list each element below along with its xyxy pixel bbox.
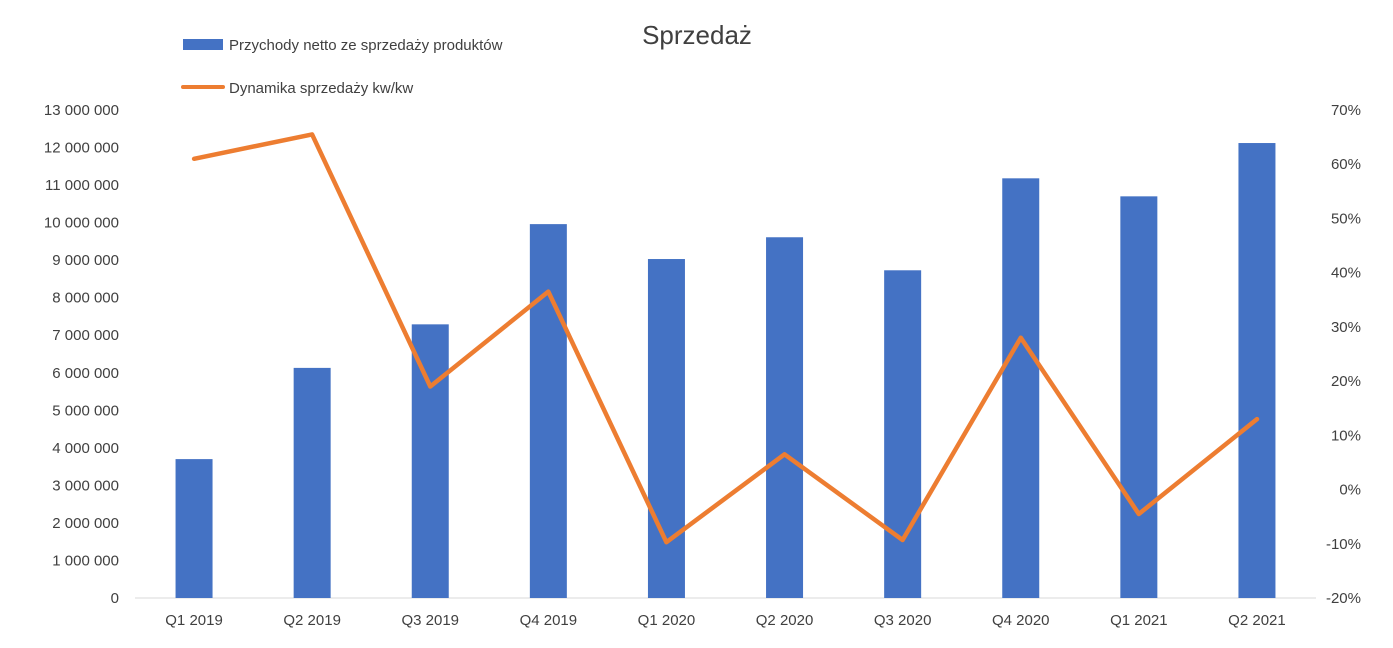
right-axis-tick-label: 40%: [1331, 265, 1361, 282]
right-axis-tick-label: 20%: [1331, 373, 1361, 390]
right-axis-tick-label: 10%: [1331, 427, 1361, 444]
x-axis-tick-label: Q1 2019: [165, 612, 223, 629]
bar: [293, 367, 331, 598]
x-axis-tick-label: Q3 2019: [401, 612, 459, 629]
left-axis-tick-label: 6 000 000: [52, 365, 119, 382]
left-axis-ticks: 0 1 000 000 2 000 000 3 000 000 4 000 000 5 0…: [44, 102, 119, 607]
line-series: [191, 132, 1260, 545]
bar: [1002, 178, 1040, 598]
x-axis-tick-label: Q2 2020: [756, 612, 814, 629]
x-axis-tick-label: Q4 2020: [992, 612, 1050, 629]
legend-bar-label: Przychody netto ze sprzedaży produktów: [229, 37, 503, 54]
left-axis-tick-label: 11 000 000: [45, 177, 119, 194]
left-axis-tick-label: 1 000 000: [52, 552, 119, 569]
legend-bar-swatch: [183, 39, 223, 50]
right-axis-tick-label: 30%: [1331, 319, 1361, 336]
bar: [1120, 196, 1158, 599]
bar: [647, 259, 685, 598]
left-axis-tick-label: 7 000 000: [52, 327, 119, 344]
chart-legend: Przychody netto ze sprzedaży produktów D…: [181, 37, 503, 97]
right-axis-tick-label: -10%: [1326, 536, 1361, 553]
bar: [529, 224, 567, 598]
left-axis-tick-label: 4 000 000: [52, 440, 119, 457]
bar: [1238, 143, 1276, 598]
bar: [175, 459, 213, 598]
left-axis-tick-label: 10 000 000: [44, 215, 119, 232]
bar: [884, 270, 922, 598]
bar: [411, 324, 449, 598]
right-axis-tick-label: 50%: [1331, 210, 1361, 227]
bar-series: [175, 143, 1276, 599]
left-axis-tick-label: 5 000 000: [52, 402, 119, 419]
left-axis-tick-label: 2 000 000: [52, 515, 119, 532]
x-axis-ticks: Q1 2019 Q2 2019 Q3 2019 Q4 2019 Q1 2020 Q2 20…: [165, 612, 1285, 629]
x-axis-tick-label: Q2 2019: [283, 612, 341, 629]
x-axis-tick-label: Q2 2021: [1228, 612, 1286, 629]
left-axis-tick-label: 3 000 000: [52, 477, 119, 494]
x-axis-tick-label: Q1 2021: [1110, 612, 1168, 629]
x-axis-tick-label: Q1 2020: [638, 612, 696, 629]
left-axis-tick-label: 9 000 000: [52, 252, 119, 269]
right-axis-tick-label: 70%: [1331, 102, 1361, 119]
x-axis-tick-label: Q4 2019: [520, 612, 578, 629]
left-axis-tick-label: 13 000 000: [44, 102, 119, 119]
x-axis-tick-label: Q3 2020: [874, 612, 932, 629]
left-axis-tick-label: 8 000 000: [52, 290, 119, 307]
right-axis-ticks: -20% -10% 0% 10% 20% 30% 40% 50% 60% 70%: [1326, 102, 1361, 607]
left-axis-tick-label: 0: [111, 590, 119, 607]
right-axis-tick-label: 0%: [1339, 482, 1361, 499]
legend-line-label: Dynamika sprzedaży kw/kw: [229, 80, 413, 97]
chart-title: Sprzedaż: [642, 20, 752, 50]
right-axis-tick-label: -20%: [1326, 590, 1361, 607]
bar: [766, 237, 804, 599]
right-axis-tick-label: 60%: [1331, 156, 1361, 173]
left-axis-tick-label: 12 000 000: [44, 140, 119, 157]
